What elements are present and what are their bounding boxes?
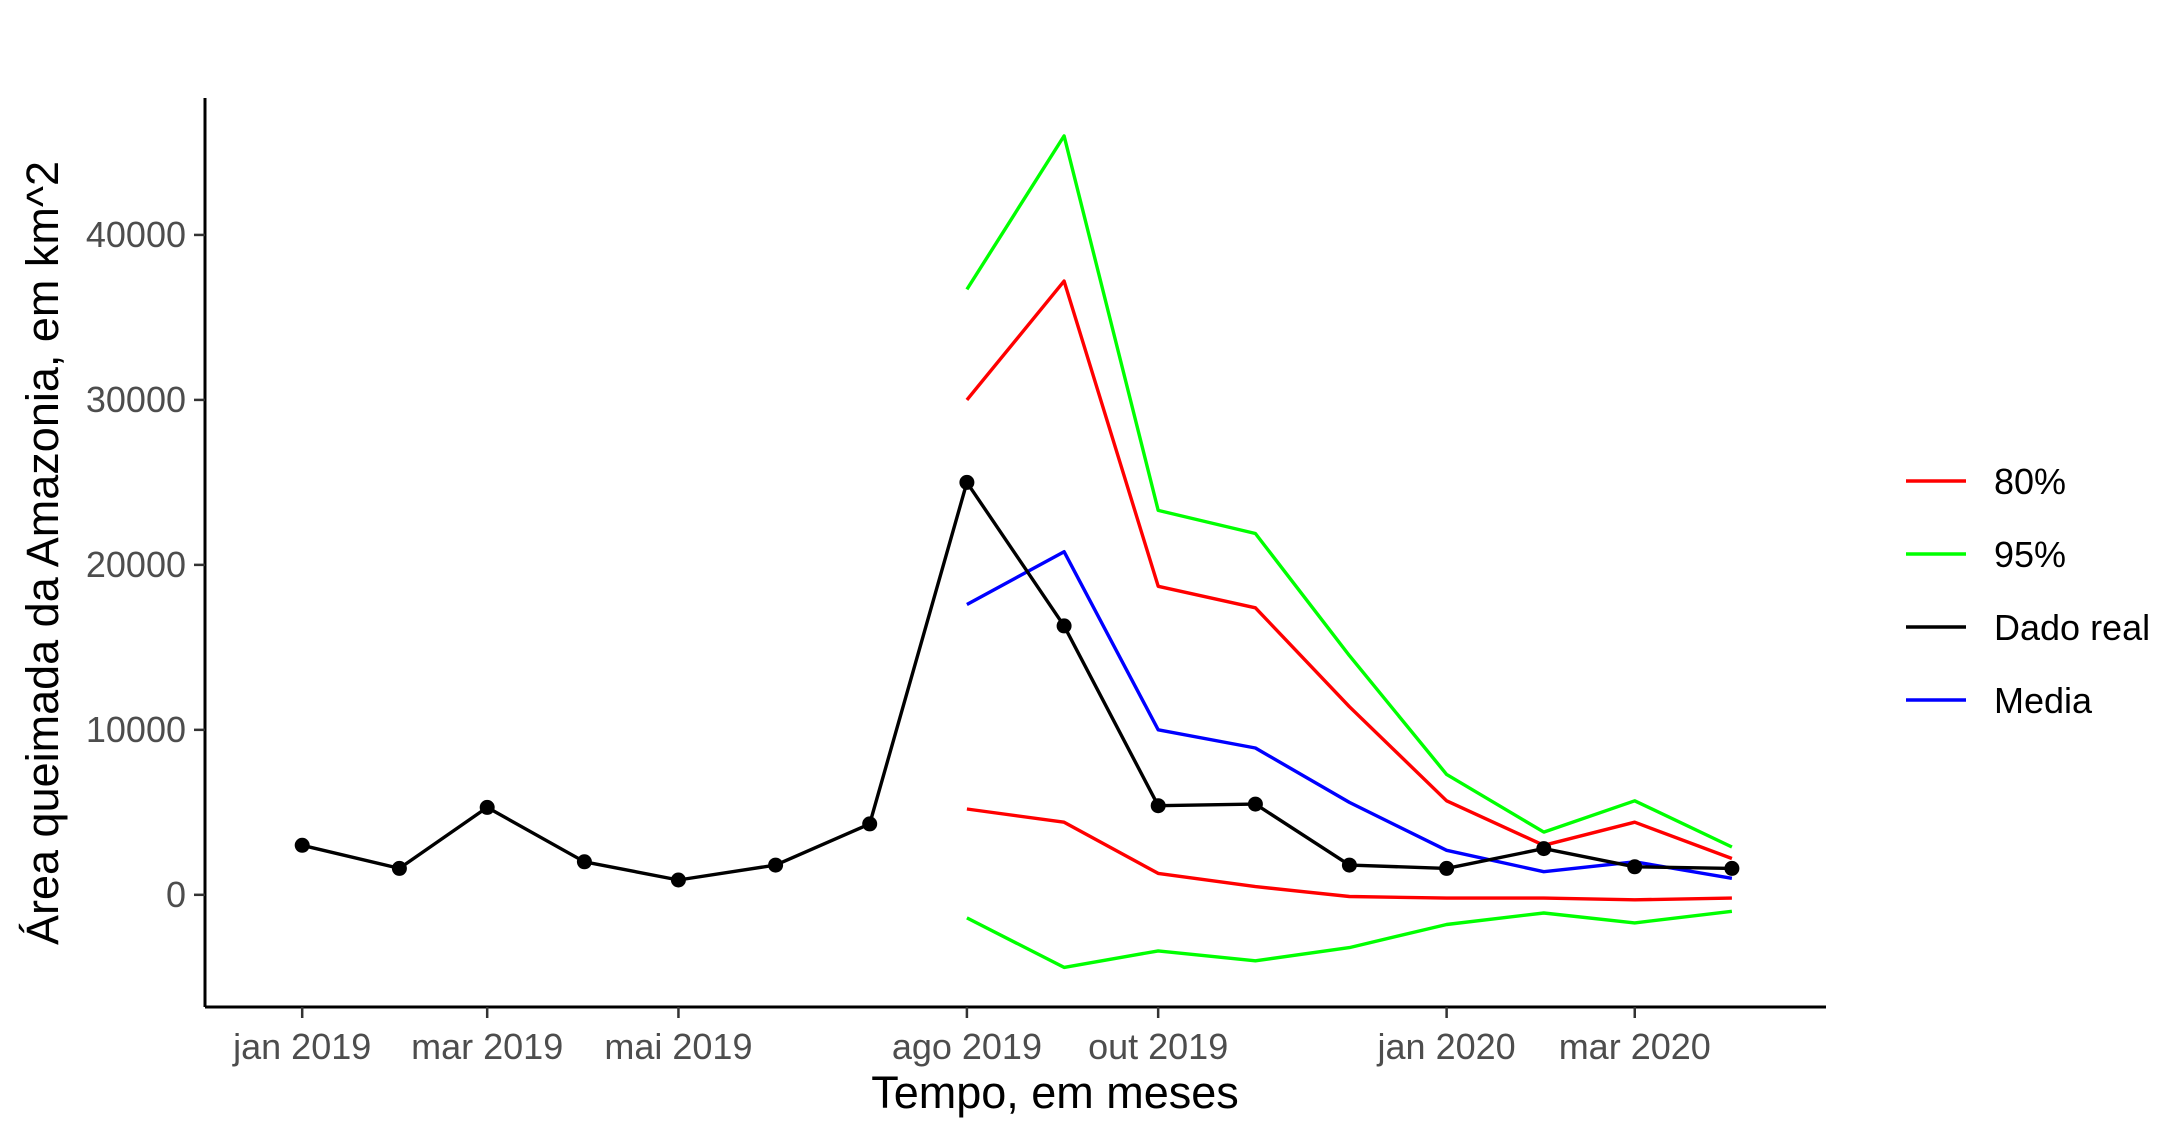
legend-item: 80%: [1906, 461, 2066, 502]
legend-label: 80%: [1994, 461, 2066, 502]
x-tick-label: jan 2020: [1377, 1026, 1516, 1067]
x-tick-label: mar 2020: [1559, 1026, 1711, 1067]
data-point: [576, 854, 592, 870]
series-layer: [294, 134, 1740, 970]
y-tick-label: 10000: [86, 709, 186, 750]
data-point: [479, 799, 495, 815]
x-tick-label: jan 2019: [232, 1026, 371, 1067]
data-point: [1056, 618, 1072, 634]
x-tick-label: ago 2019: [892, 1026, 1042, 1067]
data-point: [294, 837, 310, 853]
y-tick-label: 20000: [86, 544, 186, 585]
x-tick-label: mai 2019: [604, 1026, 752, 1067]
x-tick-label: out 2019: [1088, 1026, 1228, 1067]
data-point: [768, 857, 784, 873]
data-point: [959, 474, 975, 490]
y-tick-label: 30000: [86, 379, 186, 420]
x-axis: jan 2019 mar 2019 mai 2019 ago 2019 out 2019…: [205, 1005, 1826, 1067]
legend-item: Dado real: [1906, 607, 2150, 648]
data-point: [1627, 859, 1643, 875]
series-line-dado-real: [301, 480, 1732, 882]
data-point: [862, 816, 878, 832]
series-line-80-upper: [965, 279, 1733, 861]
series-line-95-upper: [965, 134, 1733, 849]
data-point: [1341, 857, 1357, 873]
series-line-media: [966, 550, 1733, 880]
data-point: [1247, 796, 1263, 812]
legend-label: 95%: [1994, 534, 2066, 575]
series-line-80-lower: [966, 807, 1732, 902]
legend-item: 95%: [1906, 534, 2066, 575]
data-point: [1724, 860, 1740, 876]
legend-label: Media: [1994, 680, 2093, 721]
x-axis-title: Tempo, em meses: [871, 1067, 1239, 1118]
y-tick-label: 0: [166, 874, 186, 915]
data-point: [1439, 860, 1455, 876]
data-point: [1150, 798, 1166, 814]
legend-label: Dado real: [1994, 607, 2150, 648]
x-tick-label: mar 2019: [411, 1026, 563, 1067]
y-tick-label: 40000: [86, 214, 186, 255]
data-point: [391, 860, 407, 876]
legend-item: Media: [1906, 680, 2093, 721]
y-axis: 0 10000 20000 30000 40000: [86, 98, 207, 1007]
data-point: [670, 872, 686, 888]
series-line-95-lower: [966, 909, 1733, 970]
y-axis-title: Área queimada da Amazonia, em km^2: [17, 161, 68, 945]
data-point: [1536, 841, 1552, 857]
legend: 80% 95% Dado real Media: [1906, 461, 2150, 721]
